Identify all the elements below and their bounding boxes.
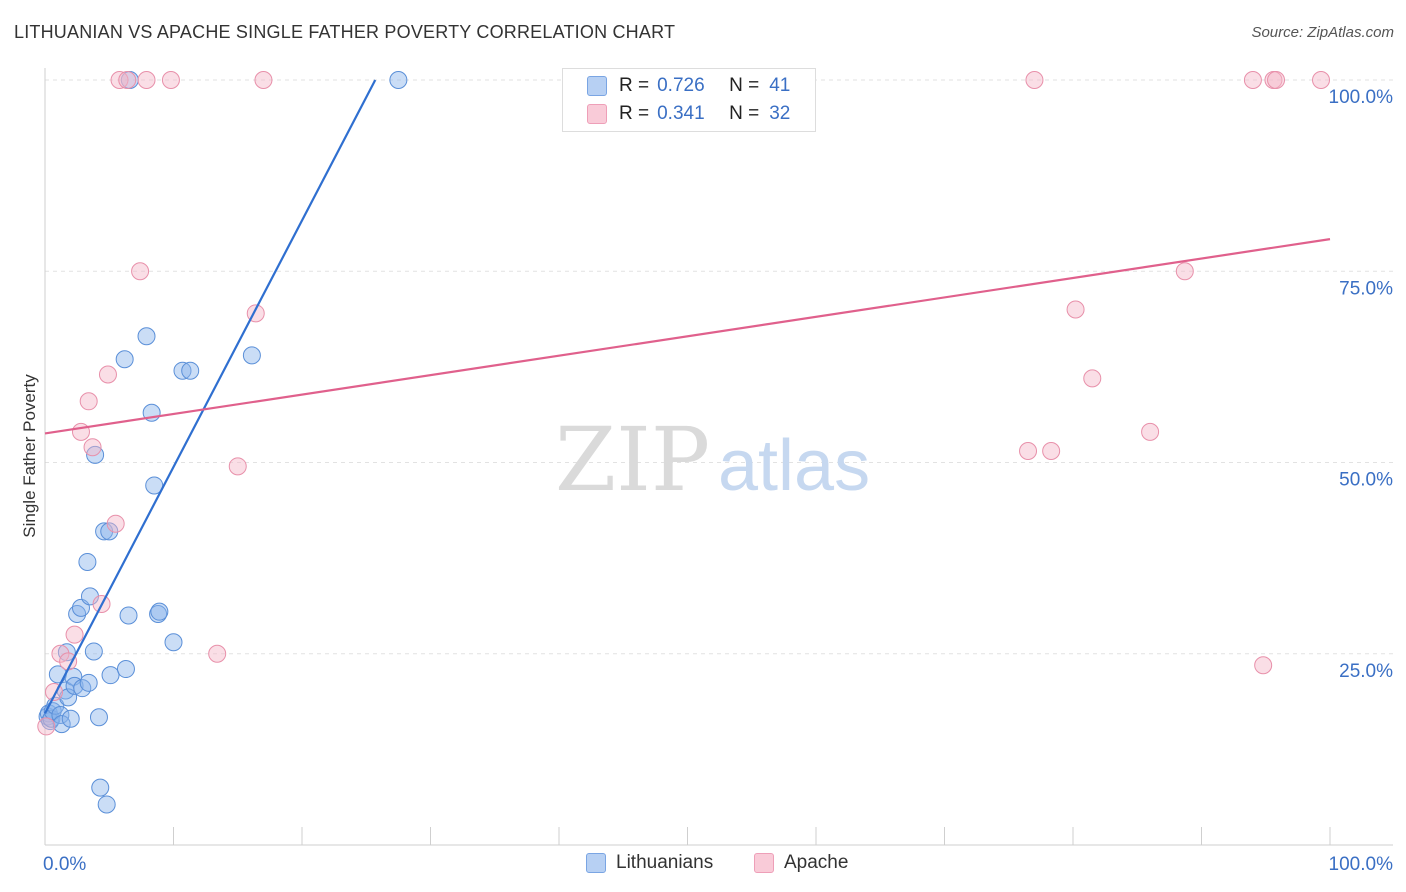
data-point <box>1254 656 1273 675</box>
data-point <box>83 438 102 457</box>
data-point <box>1019 442 1038 461</box>
data-point <box>137 327 156 346</box>
data-point <box>164 633 183 652</box>
data-point <box>137 71 156 89</box>
legend-r-label: R = <box>619 75 650 96</box>
legend-n-value: 41 <box>769 75 791 96</box>
data-point <box>181 361 200 380</box>
data-point <box>1042 442 1061 461</box>
data-point <box>1083 369 1102 388</box>
data-point <box>79 673 98 692</box>
data-point <box>110 71 129 89</box>
data-point <box>115 350 134 369</box>
series-points-apache <box>37 71 1331 736</box>
data-point <box>65 625 84 644</box>
data-point <box>1267 71 1286 89</box>
data-point <box>118 71 137 89</box>
data-point <box>78 552 97 571</box>
trend-line-lithuanians <box>44 79 377 714</box>
legend-n-label: N = <box>729 103 760 124</box>
data-point <box>51 644 70 663</box>
data-point <box>89 708 108 727</box>
series-name-apache: Apache <box>784 852 849 873</box>
data-point <box>131 262 150 281</box>
data-point <box>242 346 261 365</box>
legend-swatch-apache <box>587 104 607 124</box>
data-points <box>37 71 1331 814</box>
y-tick-label: 50.0% <box>1339 470 1393 491</box>
data-point <box>1066 300 1085 319</box>
data-point <box>84 642 103 661</box>
chart-title: LITHUANIAN VS APACHE SINGLE FATHER POVER… <box>14 22 676 42</box>
y-axis-label: Single Father Poverty <box>20 374 39 538</box>
data-point <box>1025 71 1044 89</box>
correlation-legend: R = 0.726 N = 41 R = 0.341 N = 32 <box>562 68 816 132</box>
data-point <box>1175 262 1194 281</box>
watermark: ZIP atlas <box>555 408 870 511</box>
legend-r-value: 0.726 <box>657 75 705 96</box>
legend-r-label: R = <box>619 103 650 124</box>
data-point <box>228 457 247 476</box>
data-point <box>116 660 135 679</box>
x-tick-label-min: 0.0% <box>43 854 86 875</box>
data-point <box>97 795 116 814</box>
series-legend-lithuanians: Lithuanians <box>586 852 713 874</box>
y-tick-label: 75.0% <box>1339 278 1393 299</box>
data-point <box>173 361 192 380</box>
y-tick-label: 100.0% <box>1329 87 1394 108</box>
series-swatch-lithuanians <box>586 853 606 873</box>
legend-row-lithuanians: R = 0.726 N = 41 <box>587 75 791 97</box>
data-point <box>79 392 98 411</box>
data-point <box>254 71 273 89</box>
data-point <box>119 606 138 625</box>
data-point <box>98 365 117 384</box>
data-point <box>150 602 169 621</box>
data-point <box>100 522 119 541</box>
data-point <box>52 715 71 734</box>
data-point <box>106 514 125 533</box>
series-swatch-apache <box>754 853 774 873</box>
tick-labels: 0.0% 100.0% 25.0% 50.0% 75.0% 100.0% <box>43 87 1393 875</box>
legend-n-label: N = <box>729 75 760 96</box>
data-point <box>389 71 408 89</box>
data-point <box>59 688 78 707</box>
trend-lines <box>44 79 1331 714</box>
data-point <box>51 705 70 724</box>
data-point <box>71 422 90 441</box>
chart-source: Source: ZipAtlas.com <box>1251 24 1394 41</box>
data-point <box>1312 71 1331 89</box>
data-point <box>1141 422 1160 441</box>
data-point <box>1243 71 1262 89</box>
gridlines <box>45 79 1393 655</box>
watermark-zip: ZIP <box>555 408 710 511</box>
data-point <box>61 709 80 728</box>
watermark-atlas: atlas <box>718 426 870 506</box>
data-point <box>37 717 56 736</box>
data-point <box>57 643 76 662</box>
legend-n-value: 32 <box>769 103 791 124</box>
data-point <box>101 666 120 685</box>
series-name-lithuanians: Lithuanians <box>616 852 714 873</box>
y-tick-label: 25.0% <box>1339 661 1393 682</box>
legend-row-apache: R = 0.341 N = 32 <box>587 103 791 125</box>
legend-r-value: 0.341 <box>657 103 705 124</box>
data-point <box>208 644 227 663</box>
x-tick-label-max: 100.0% <box>1329 854 1394 875</box>
series-legend-apache: Apache <box>754 852 848 874</box>
trend-line-apache <box>44 238 1331 435</box>
data-point <box>161 71 180 89</box>
data-point <box>91 778 110 797</box>
legend-swatch-lithuanians <box>587 76 607 96</box>
